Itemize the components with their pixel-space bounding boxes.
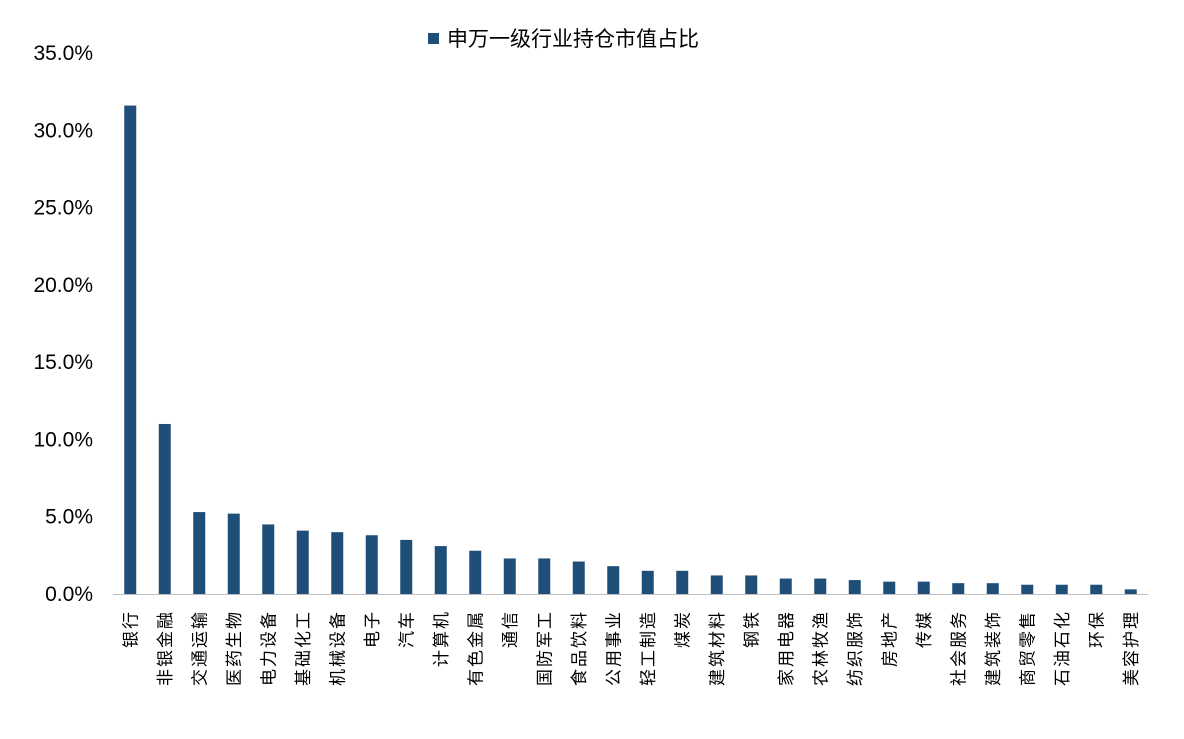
bar-9 — [400, 539, 413, 594]
bar-12 — [503, 558, 516, 594]
x-tick-label: 汽车 — [397, 610, 417, 648]
x-tick-label: 纺织服饰 — [846, 610, 866, 686]
y-tick-label: 15.0% — [33, 351, 93, 374]
y-tick-label: 25.0% — [33, 197, 93, 220]
x-tick-label: 国防军工 — [535, 610, 555, 686]
x-tick-label: 计算机 — [432, 610, 452, 667]
bars — [124, 105, 1137, 594]
x-tick-label: 家用电器 — [777, 610, 797, 686]
bar-11 — [469, 550, 482, 594]
x-tick-label: 电子 — [363, 610, 383, 648]
bar-7 — [331, 532, 344, 594]
bar-21 — [814, 578, 827, 594]
y-axis: 0.0% 5.0% 10.0% 15.0% 20.0% 25.0% 30.0% 35.0% — [33, 42, 93, 606]
x-tick-label: 农林牧渔 — [811, 610, 831, 686]
bar-10 — [434, 546, 447, 594]
x-tick-label: 公用事业 — [604, 610, 624, 686]
y-tick-label: 5.0% — [45, 506, 93, 529]
legend-swatch — [428, 32, 439, 44]
bar-25 — [952, 583, 965, 594]
x-tick-label: 环保 — [1087, 610, 1107, 648]
bar-23 — [883, 581, 896, 594]
y-tick-label: 35.0% — [33, 42, 93, 65]
bar-2 — [158, 423, 171, 594]
bar-27 — [1021, 584, 1034, 594]
x-tick-label: 银行 — [121, 610, 141, 648]
y-tick-label: 0.0% — [45, 583, 93, 606]
bar-14 — [572, 561, 585, 594]
x-tick-label: 电力设备 — [259, 610, 279, 686]
bar-30 — [1124, 589, 1137, 594]
bar-18 — [710, 575, 723, 594]
bar-26 — [986, 583, 999, 594]
bar-3 — [193, 512, 206, 594]
x-tick-label: 医药生物 — [225, 610, 245, 686]
legend: 申万一级行业持仓市值占比 — [428, 24, 699, 52]
x-tick-label: 商贸零售 — [1018, 610, 1038, 686]
x-tick-label: 煤炭 — [673, 610, 693, 648]
legend-label: 申万一级行业持仓市值占比 — [447, 27, 699, 51]
y-tick-label: 30.0% — [33, 119, 93, 142]
bar-13 — [538, 558, 551, 594]
y-tick-label: 10.0% — [33, 428, 93, 451]
x-tick-label: 石油石化 — [1053, 610, 1073, 686]
bar-28 — [1055, 584, 1068, 594]
x-tick-label: 钢铁 — [742, 610, 762, 648]
bar-4 — [227, 513, 240, 594]
x-tick-label: 有色金属 — [466, 610, 486, 686]
bar-20 — [779, 578, 792, 594]
bar-29 — [1090, 584, 1103, 594]
bar-5 — [262, 524, 275, 594]
y-tick-label: 20.0% — [33, 274, 93, 297]
bar-17 — [676, 570, 689, 594]
bar-15 — [607, 566, 620, 594]
x-tick-label: 建筑装饰 — [984, 610, 1004, 686]
x-tick-label: 交通运输 — [190, 610, 210, 686]
x-tick-label: 建筑材料 — [708, 610, 728, 686]
bar-1 — [124, 105, 137, 594]
x-tick-label: 传媒 — [915, 610, 935, 648]
bar-8 — [365, 535, 378, 594]
x-axis: 银行 非银金融 交通运输 医药生物 电力设备 基础化工 机械设备 电子 汽车 计算机 有色金属 通信国… — [121, 610, 1142, 686]
x-tick-label: 通信 — [501, 610, 521, 648]
x-tick-label: 基础化工 — [294, 610, 314, 686]
x-tick-label: 社会服务 — [949, 610, 969, 686]
x-tick-label: 机械设备 — [328, 610, 348, 686]
x-tick-label: 房地产 — [880, 610, 900, 667]
x-tick-label: 非银金融 — [156, 610, 176, 686]
x-tick-label: 食品饮料 — [570, 610, 590, 686]
bar-16 — [641, 570, 654, 594]
x-tick-label: 美容护理 — [1122, 610, 1142, 686]
x-tick-label: 轻工制造 — [639, 610, 659, 686]
bar-19 — [745, 575, 758, 594]
bar-24 — [917, 581, 930, 594]
bar-6 — [296, 530, 309, 594]
bar-22 — [848, 580, 861, 594]
